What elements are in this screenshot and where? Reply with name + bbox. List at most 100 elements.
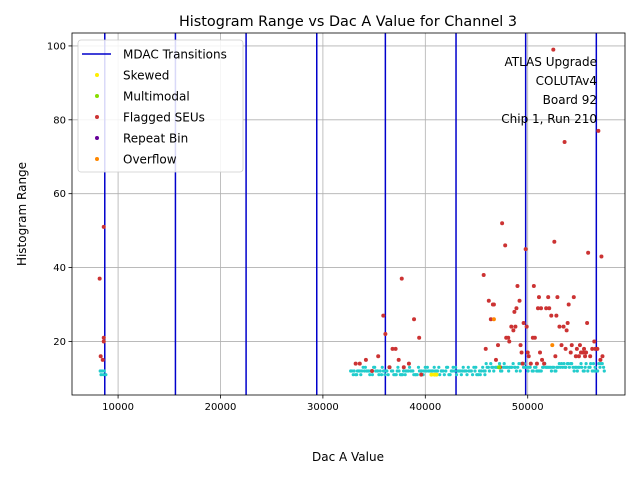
flagged-seu-point	[586, 250, 591, 255]
flagged-seu-point	[528, 361, 533, 366]
normal-point	[567, 365, 571, 369]
flagged-seu-point	[406, 361, 411, 366]
flagged-seu-point	[559, 343, 564, 348]
flagged-seu-points	[97, 47, 605, 377]
flagged-seu-point	[539, 306, 544, 311]
plot-area	[71, 32, 626, 396]
normal-point	[601, 365, 606, 369]
normal-point	[566, 362, 570, 366]
flagged-seu-point	[562, 139, 567, 144]
normal-point	[386, 373, 390, 377]
flagged-seu-point	[534, 361, 539, 366]
flagged-seu-point	[571, 295, 576, 300]
flagged-seu-point	[512, 309, 517, 314]
normal-point	[465, 373, 469, 377]
normal-point	[500, 369, 504, 373]
flagged-seu-point	[513, 324, 518, 329]
normal-point	[352, 369, 356, 373]
normal-point	[351, 373, 355, 377]
flagged-seu-point	[500, 221, 505, 226]
normal-point	[377, 373, 381, 377]
flagged-seu-point	[551, 47, 556, 52]
flagged-seu-point	[583, 354, 588, 359]
normal-point	[518, 369, 522, 373]
flagged-seu-point	[101, 335, 106, 340]
x-tick-label: 30000	[307, 402, 339, 413]
normal-point	[570, 362, 574, 366]
flagged-seu-point	[573, 354, 578, 359]
flagged-seu-point	[101, 224, 106, 229]
normal-point	[561, 365, 565, 369]
flagged-seu-point	[546, 295, 551, 300]
x-tick-label: 40000	[409, 402, 441, 413]
normal-point	[99, 373, 103, 377]
normal-point	[444, 369, 448, 373]
normal-point	[401, 369, 406, 373]
y-tick-label: 40	[53, 263, 66, 274]
flagged-seu-point	[553, 354, 558, 359]
flagged-seu-point	[376, 354, 381, 359]
flagged-seu-point	[590, 346, 595, 351]
flagged-seu-point	[561, 324, 566, 329]
normal-point	[583, 365, 587, 369]
normal-point	[360, 369, 364, 373]
normal-point	[600, 362, 604, 366]
normal-point	[459, 373, 463, 377]
normal-point	[102, 369, 106, 373]
flagged-seu-point	[538, 350, 543, 355]
flagged-seu-point	[563, 346, 568, 351]
normal-point	[564, 365, 568, 369]
annotation-line: Chip 1, Run 210	[501, 112, 597, 126]
flagged-seu-point	[524, 324, 529, 329]
flagged-seu-point	[595, 346, 600, 351]
flagged-seu-point	[370, 368, 375, 373]
normal-point	[378, 369, 382, 373]
normal-point	[422, 369, 426, 373]
flagged-seu-point	[101, 339, 106, 344]
flagged-seu-point	[353, 361, 358, 366]
normal-point	[559, 362, 564, 366]
flagged-seu-point	[417, 335, 422, 340]
x-axis-label: Dac A Value	[312, 450, 384, 464]
chart-title: Histogram Range vs Dac A Value for Chann…	[179, 14, 517, 30]
flagged-seu-point	[549, 313, 554, 318]
normal-point	[397, 369, 401, 373]
normal-points	[98, 362, 606, 377]
flagged-seu-point	[387, 365, 392, 370]
flagged-seu-point	[419, 372, 424, 377]
normal-point	[483, 369, 487, 373]
flagged-seu-point	[581, 350, 586, 355]
normal-point	[491, 365, 495, 369]
normal-point	[100, 369, 104, 373]
normal-point	[466, 365, 470, 369]
normal-point	[403, 373, 407, 377]
normal-point	[592, 369, 596, 373]
normal-point	[593, 365, 597, 369]
normal-point	[505, 365, 509, 369]
flagged-seu-point	[596, 128, 601, 133]
normal-point	[415, 373, 419, 377]
flagged-seu-point	[542, 361, 547, 366]
normal-point	[478, 373, 482, 377]
normal-point	[452, 369, 457, 373]
normal-point	[479, 369, 483, 373]
normal-point	[450, 369, 454, 373]
normal-point	[486, 365, 490, 369]
normal-point	[502, 362, 506, 366]
flagged-seu-point	[493, 357, 498, 362]
flagged-seu-point	[521, 320, 526, 325]
normal-point	[461, 365, 465, 369]
flagged-seu-point	[390, 346, 395, 351]
multimodal-point	[497, 365, 502, 370]
legend-dot-marker	[95, 73, 99, 77]
flagged-seu-point	[381, 313, 386, 318]
normal-point	[517, 362, 521, 366]
normal-point	[589, 362, 593, 366]
normal-point	[380, 365, 384, 369]
legend-label: Overflow	[123, 153, 177, 167]
normal-point	[497, 362, 502, 366]
normal-point	[580, 365, 584, 369]
normal-point	[507, 369, 511, 373]
legend-box	[77, 39, 244, 173]
